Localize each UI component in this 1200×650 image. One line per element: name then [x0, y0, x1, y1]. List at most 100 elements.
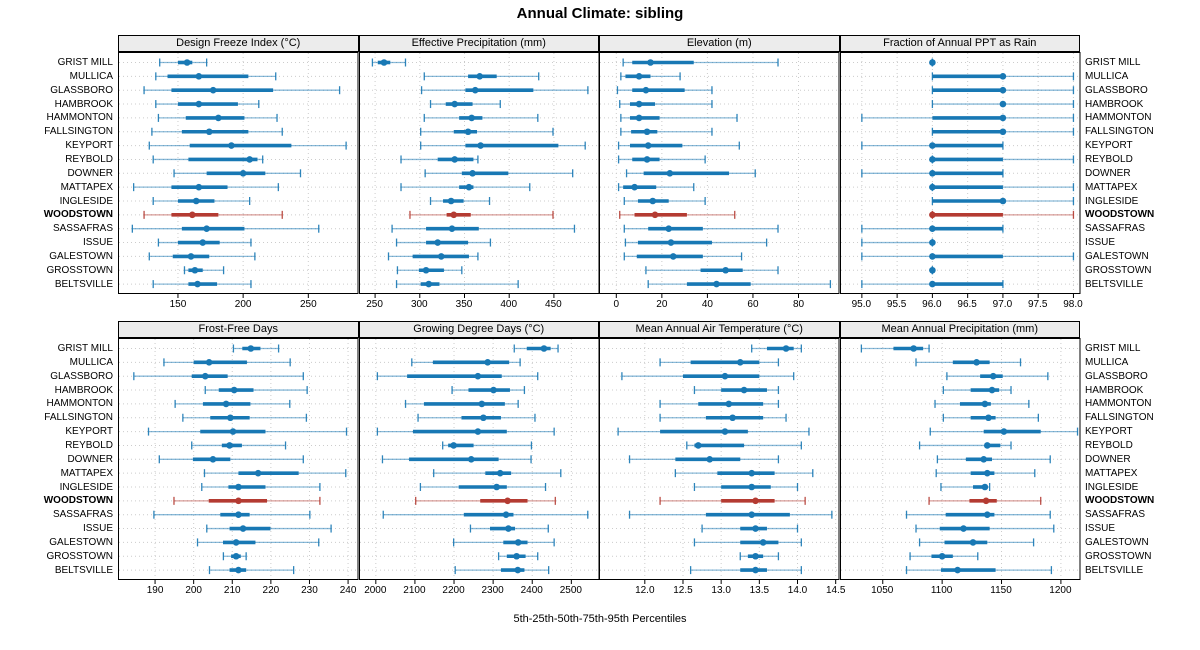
median-dot: [694, 442, 702, 449]
x-tick-label: 2300: [481, 585, 504, 596]
station-label-left: BELTSVILLE: [54, 564, 113, 576]
station-label-right: KEYPORT: [1085, 426, 1133, 438]
station-row-keyport: [419, 141, 586, 150]
median-dot: [433, 239, 441, 246]
median-dot: [183, 59, 191, 66]
chart-title: Annual Climate: sibling: [516, 5, 684, 22]
median-dot: [928, 156, 936, 163]
median-dot: [449, 442, 457, 449]
station-row-glassboro: [616, 86, 713, 95]
station-row-fallsington: [942, 413, 1039, 422]
median-dot: [982, 497, 989, 505]
median-dot: [988, 386, 995, 394]
station-row-keyport: [147, 427, 348, 436]
median-dot: [748, 511, 755, 518]
station-label-left: KEYPORT: [65, 426, 113, 438]
station-label-left: ISSUE: [82, 237, 113, 249]
station-label-right: WOODSTOWN: [1085, 209, 1155, 221]
median-dot: [729, 414, 736, 422]
median-dot: [928, 280, 936, 288]
station-row-hammonton: [404, 399, 519, 408]
x-tick-label: 220: [262, 585, 280, 596]
station-row-ingleside: [201, 483, 321, 491]
station-row-downer: [860, 169, 1004, 178]
station-label-right: KEYPORT: [1085, 140, 1133, 152]
median-dot: [496, 469, 503, 477]
median-dot: [464, 128, 471, 136]
station-row-fallsington: [620, 127, 713, 136]
median-dot: [928, 59, 936, 66]
x-tick-label: 400: [500, 299, 518, 310]
median-dot: [928, 266, 936, 274]
x-tick-label: 230: [301, 585, 318, 596]
station-label-left: MULLICA: [69, 70, 113, 82]
station-label-right: WOODSTOWN: [1085, 495, 1155, 507]
station-row-mattapex: [432, 469, 561, 478]
median-dot: [203, 225, 210, 232]
median-dot: [512, 552, 520, 560]
panel-plot-elevation-m: [599, 52, 840, 298]
x-tick-label: 2200: [442, 585, 465, 596]
x-tick-label: 1100: [930, 585, 953, 596]
median-dot: [380, 59, 387, 66]
station-label-left: FALLSINGTON: [44, 412, 113, 424]
panel-border: [358, 338, 599, 580]
station-row-sassafras: [628, 510, 833, 519]
station-row-galestown: [693, 538, 802, 547]
median-dot: [938, 552, 945, 560]
median-dot: [928, 183, 936, 191]
median-dot: [227, 414, 234, 422]
median-dot: [725, 400, 733, 408]
station-label-left: WOODSTOWN: [43, 495, 113, 507]
station-label-left: DOWNER: [67, 453, 113, 465]
x-tick-label: 96.0: [922, 299, 942, 310]
median-dot: [669, 253, 677, 260]
station-row-issue: [860, 238, 936, 247]
x-tick-label: 13.5: [749, 585, 770, 596]
station-row-grist-mill: [860, 344, 930, 353]
station-label-right: MULLICA: [1085, 356, 1129, 368]
median-dot: [540, 345, 547, 352]
median-dot: [979, 456, 987, 463]
median-dot: [713, 280, 720, 288]
station-row-hambrook: [429, 100, 501, 109]
median-dot: [492, 483, 500, 491]
station-row-beltsville: [208, 566, 295, 575]
station-label-right: HAMBROOK: [1085, 384, 1144, 396]
station-label-right: GALESTOWN: [1085, 250, 1149, 262]
station-row-downer: [173, 169, 302, 178]
median-dot: [247, 345, 255, 352]
median-dot: [195, 73, 203, 80]
station-row-glassboro: [420, 86, 589, 95]
station-label-right: DOWNER: [1085, 453, 1131, 465]
median-dot: [984, 414, 992, 422]
x-tick-label: 1200: [1049, 585, 1072, 596]
station-row-issue: [206, 524, 332, 533]
station-label-right: SASSAFRAS: [1085, 223, 1146, 235]
median-dot: [928, 211, 936, 219]
station-row-downer: [625, 169, 756, 178]
median-dot: [483, 359, 491, 366]
station-label-right: HAMBROOK: [1085, 98, 1144, 110]
median-dot: [235, 511, 242, 518]
median-dot: [642, 86, 650, 94]
median-dot: [447, 197, 454, 205]
station-row-sassafras: [153, 510, 311, 519]
station-label-left: MATTAPEX: [60, 467, 113, 479]
x-tick-label: 450: [545, 299, 562, 310]
panel-plot-mean-annual-air-temperature-c: [599, 338, 840, 584]
station-label-left: GROSSTOWN: [46, 264, 113, 276]
x-tick-label: 95.0: [851, 299, 872, 310]
station-label-right: MULLICA: [1085, 70, 1129, 82]
x-tick-label: 210: [223, 585, 241, 596]
station-row-glassboro: [376, 372, 538, 381]
median-dot: [665, 225, 672, 232]
station-label-left: FALLSINGTON: [44, 126, 113, 138]
station-row-grosstown: [396, 266, 462, 275]
x-tick-label: 250: [366, 299, 383, 310]
station-label-left: WOODSTOWN: [43, 209, 113, 221]
median-dot: [748, 469, 755, 477]
median-dot: [502, 511, 509, 518]
station-row-reybold: [399, 155, 479, 164]
x-tick-label: 150: [169, 299, 187, 310]
